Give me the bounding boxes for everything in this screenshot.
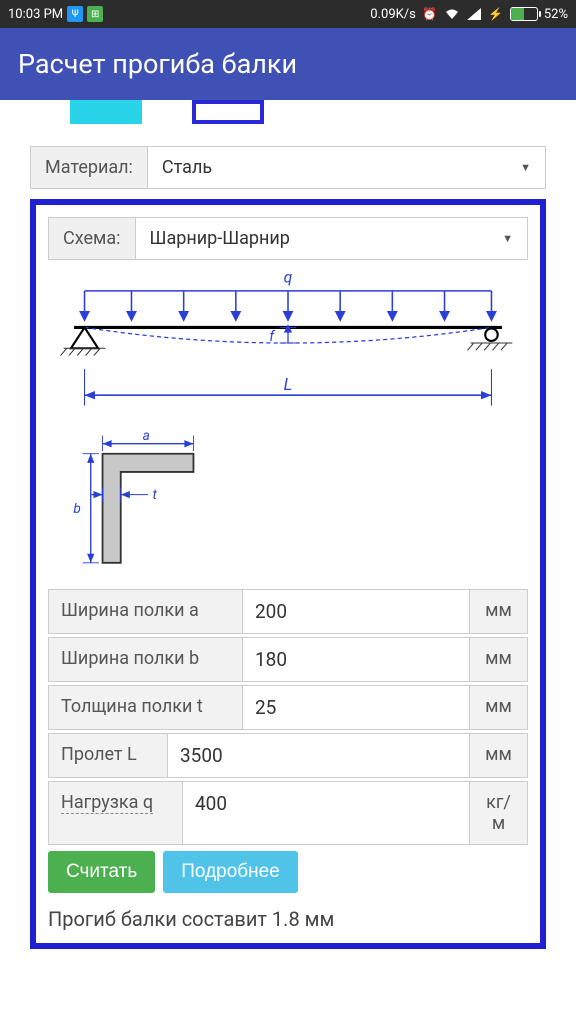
chevron-down-icon: ▼ <box>520 161 531 174</box>
usb-icon: Ψ <box>67 6 83 22</box>
material-value: Сталь <box>162 157 212 178</box>
network-speed: 0.09K/s <box>370 7 416 22</box>
details-button[interactable]: Подробнее <box>163 851 298 893</box>
input-row: Нагрузка q400кг/м <box>48 781 528 845</box>
input-unit: мм <box>470 637 528 682</box>
chevron-down-icon: ▼ <box>502 232 513 245</box>
f-label: f <box>269 327 276 345</box>
input-value[interactable]: 25 <box>243 685 470 730</box>
t-label: t <box>153 487 158 503</box>
input-row: Пролет L3500мм <box>48 733 528 778</box>
input-value[interactable]: 200 <box>243 589 470 634</box>
input-row: Ширина полки a200мм <box>48 589 528 634</box>
input-label: Ширина полки b <box>48 637 243 682</box>
input-label: Толщина полки t <box>48 685 243 730</box>
app-icon: ⊞ <box>87 6 103 22</box>
scheme-select[interactable]: Шарнир-Шарнир ▼ <box>136 217 528 260</box>
input-value[interactable]: 3500 <box>168 733 470 778</box>
status-time: 10:03 PM <box>8 7 63 22</box>
signal-icon <box>466 6 482 22</box>
input-unit: кг/м <box>470 781 528 845</box>
input-label: Ширина полки a <box>48 589 243 634</box>
tab-1[interactable] <box>70 100 142 124</box>
a-label: a <box>143 431 150 444</box>
battery-icon <box>510 7 538 21</box>
q-label: q <box>284 270 293 287</box>
alarm-icon: ⏰ <box>422 6 438 22</box>
input-unit: мм <box>470 685 528 730</box>
calculate-button[interactable]: Считать <box>48 851 155 893</box>
calculation-panel: Схема: Шарнир-Шарнир ▼ q <box>30 199 546 949</box>
material-label: Материал: <box>30 146 148 189</box>
status-bar: 10:03 PM Ψ ⊞ 0.09K/s ⏰ ⚡ 52% <box>0 0 576 28</box>
material-row: Материал: Сталь ▼ <box>30 146 546 189</box>
scheme-row: Схема: Шарнир-Шарнир ▼ <box>48 217 528 260</box>
section-diagram: a b t <box>48 431 248 586</box>
button-row: Считать Подробнее <box>48 851 528 893</box>
input-row: Толщина полки t25мм <box>48 685 528 730</box>
input-label: Пролет L <box>48 733 168 778</box>
wifi-icon <box>444 6 460 22</box>
material-select[interactable]: Сталь ▼ <box>148 146 546 189</box>
battery-fill <box>511 8 525 20</box>
input-table: Ширина полки a200ммШирина полки b180ммТо… <box>48 589 528 845</box>
input-unit: мм <box>470 733 528 778</box>
input-value[interactable]: 400 <box>183 781 470 845</box>
input-value[interactable]: 180 <box>243 637 470 682</box>
battery-pct: 52% <box>544 7 568 22</box>
app-bar: Расчет прогиба балки <box>0 28 576 100</box>
scheme-value: Шарнир-Шарнир <box>150 228 290 249</box>
charging-icon: ⚡ <box>488 6 504 22</box>
beam-diagram: q f <box>48 270 528 427</box>
tab-strip <box>0 100 576 136</box>
scheme-label: Схема: <box>48 217 136 260</box>
input-label: Нагрузка q <box>48 781 183 845</box>
L-label: L <box>284 376 293 395</box>
b-label: b <box>73 500 80 516</box>
input-row: Ширина полки b180мм <box>48 637 528 682</box>
input-unit: мм <box>470 589 528 634</box>
app-title: Расчет прогиба балки <box>18 48 297 80</box>
tab-2-active[interactable] <box>192 100 264 124</box>
result-text: Прогиб балки составит 1.8 мм <box>48 907 528 931</box>
